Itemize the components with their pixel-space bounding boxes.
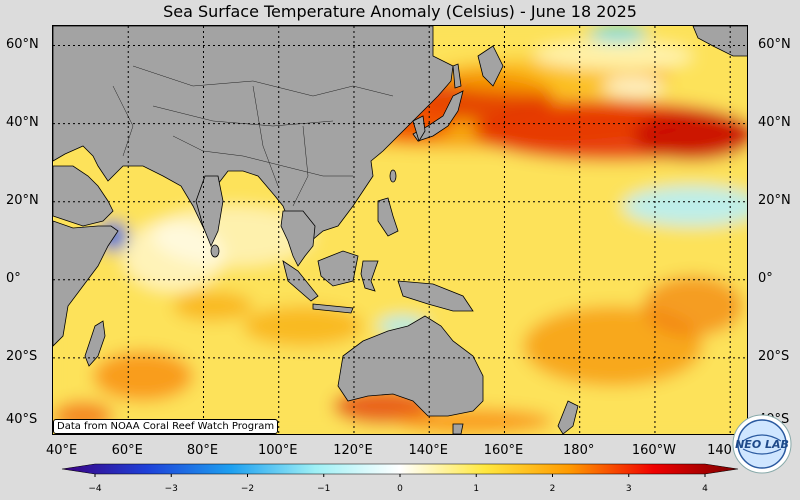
map-canvas xyxy=(53,26,747,434)
colorbar-tick-label: −2 xyxy=(240,484,255,494)
lon-label: 100°E xyxy=(257,443,298,458)
colorbar-tick-label: −3 xyxy=(164,484,178,494)
lat-label-left: 0° xyxy=(6,270,21,286)
lat-label-right: 20°S xyxy=(758,348,790,364)
lat-label-right: 20°N xyxy=(758,192,791,208)
colorbar-tick-label: −4 xyxy=(88,484,102,494)
lon-label: 160°W xyxy=(631,443,677,458)
land-masses xyxy=(53,26,747,434)
lat-label-right: 0° xyxy=(758,270,773,286)
graticule xyxy=(53,26,747,434)
lat-label-left: 20°N xyxy=(6,192,39,208)
lat-label-left: 40°S xyxy=(6,412,38,427)
data-credit: Data from NOAA Coral Reef Watch Program xyxy=(53,419,279,434)
lon-label: 80°E xyxy=(186,443,219,458)
lon-label: 40°E xyxy=(46,443,78,458)
lat-label-left: 60°N xyxy=(6,36,39,52)
lon-label: 180° xyxy=(563,443,595,458)
lon-label: 120°E xyxy=(333,443,373,458)
colorbar-tick-label: 0 xyxy=(397,484,403,494)
map-title: Sea Surface Temperature Anomaly (Celsius… xyxy=(163,2,637,21)
lat-label-right: 60°N xyxy=(758,36,791,52)
globe-logo-icon: NEO LAB xyxy=(732,414,792,474)
colorbar xyxy=(61,463,739,477)
colorbar-tick-label: 2 xyxy=(549,484,556,494)
logo-text: NEO LAB xyxy=(735,438,789,451)
lat-label-left: 20°S xyxy=(6,348,38,364)
lon-label: 160°E xyxy=(483,443,524,458)
lat-label-left: 40°N xyxy=(6,114,39,130)
lat-label-right: 40°N xyxy=(758,114,791,130)
colorbar-tick-label: 3 xyxy=(625,484,632,494)
sst-anomaly-map xyxy=(52,25,748,435)
lon-label: 140°E xyxy=(408,443,448,458)
colorbar-tick-label: 4 xyxy=(702,484,708,494)
colorbar-tick-label: −1 xyxy=(317,484,331,494)
lon-label: 60°E xyxy=(111,443,143,458)
colorbar-tick-label: 1 xyxy=(473,484,480,494)
